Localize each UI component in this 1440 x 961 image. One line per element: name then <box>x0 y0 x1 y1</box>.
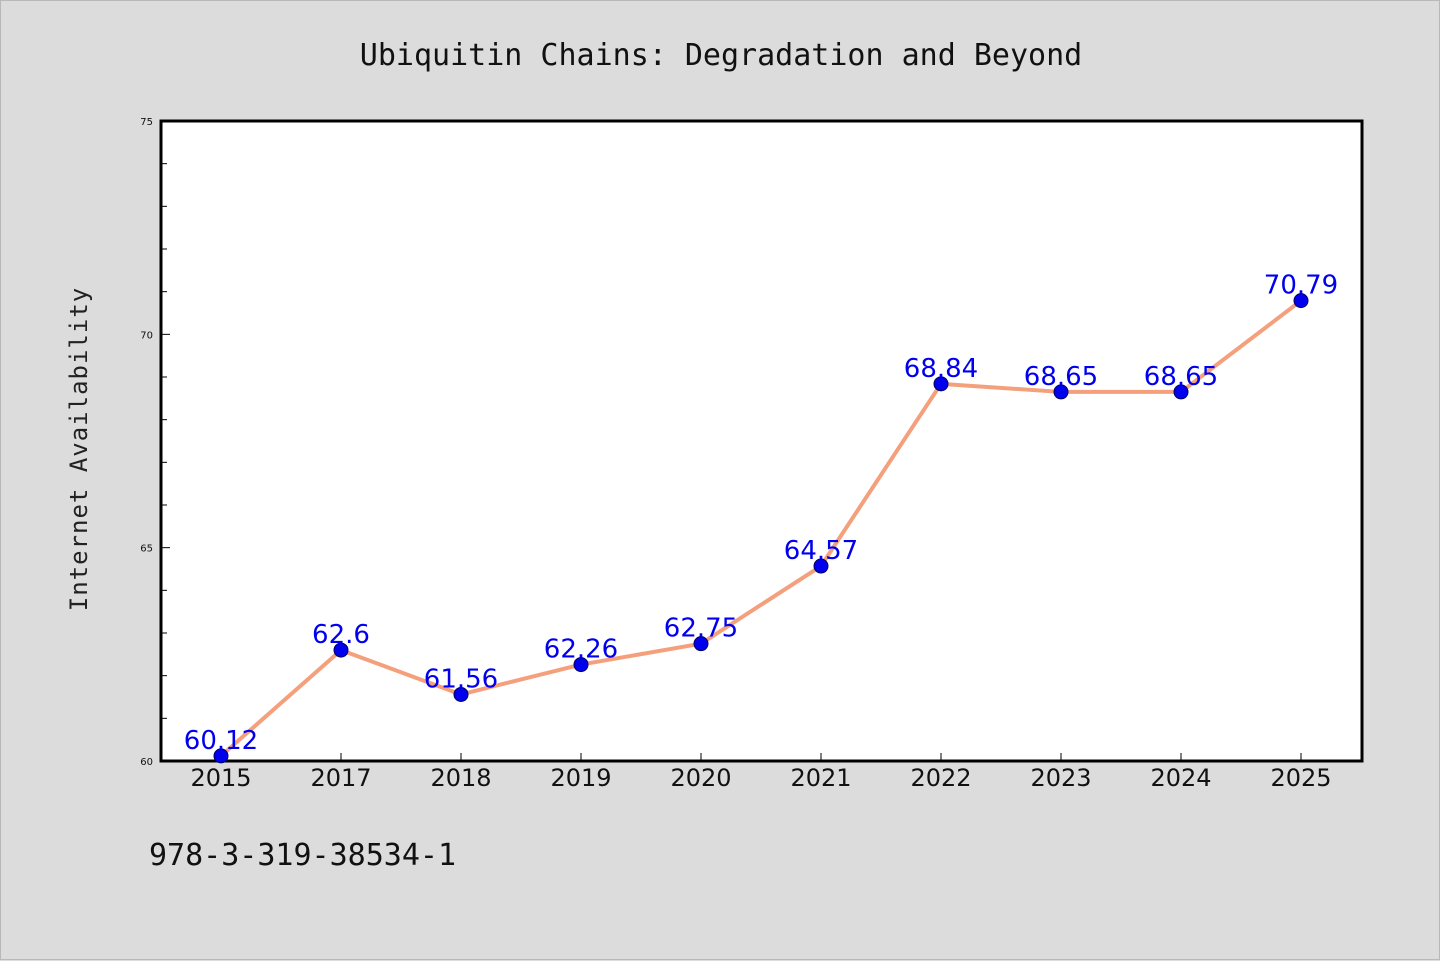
y-tick-label: 65 <box>140 544 153 555</box>
footer-identifier: 978-3-319-38534-1 <box>149 838 456 873</box>
data-label: 61.56 <box>424 664 498 694</box>
data-label: 60.12 <box>184 726 258 756</box>
chart-title: Ubiquitin Chains: Degradation and Beyond <box>360 38 1082 73</box>
series-line <box>219 299 1303 758</box>
x-tick-label: 2024 <box>1150 764 1211 792</box>
data-point <box>333 642 349 658</box>
x-tick-label: 2017 <box>310 764 371 792</box>
x-tick-label: 2023 <box>1030 764 1091 792</box>
data-label: 62.6 <box>312 620 370 650</box>
data-point <box>1053 384 1069 400</box>
data-point <box>693 636 709 652</box>
y-tick-label: 75 <box>140 117 153 128</box>
data-label: 68.65 <box>1024 362 1098 392</box>
x-tick-label: 2015 <box>190 764 251 792</box>
x-axis: 2015 2017 2018 2019 2020 2021 2022 2023 2024 2025 <box>190 753 1332 792</box>
y-tick-label: 70 <box>140 330 153 341</box>
data-point <box>453 686 469 702</box>
series-layer: 60.12 62.6 61.56 62.26 62.75 64.57 68.84 68.65 6… <box>184 271 1338 764</box>
x-tick-label: 2021 <box>790 764 851 792</box>
data-point <box>933 376 949 392</box>
x-tick-label: 2018 <box>430 764 491 792</box>
data-point <box>813 558 829 574</box>
data-label: 62.26 <box>544 635 618 665</box>
y-axis-label: Internet Availability <box>65 287 93 611</box>
data-point <box>1173 384 1189 400</box>
x-tick-label: 2025 <box>1270 764 1331 792</box>
x-tick-label: 2020 <box>670 764 731 792</box>
data-point <box>213 748 229 764</box>
x-tick-label: 2019 <box>550 764 611 792</box>
x-tick-label: 2022 <box>910 764 971 792</box>
y-tick-label: 60 <box>140 757 153 768</box>
y-axis: 60 65 70 75 <box>140 117 170 768</box>
data-label: 64.57 <box>784 536 858 566</box>
data-label: 70.79 <box>1264 271 1338 301</box>
data-point <box>1293 293 1309 309</box>
plot-area <box>159 119 1364 763</box>
data-point <box>573 657 589 673</box>
data-label: 68.65 <box>1144 362 1218 392</box>
data-label: 68.84 <box>904 354 978 384</box>
data-label: 62.75 <box>664 614 738 644</box>
